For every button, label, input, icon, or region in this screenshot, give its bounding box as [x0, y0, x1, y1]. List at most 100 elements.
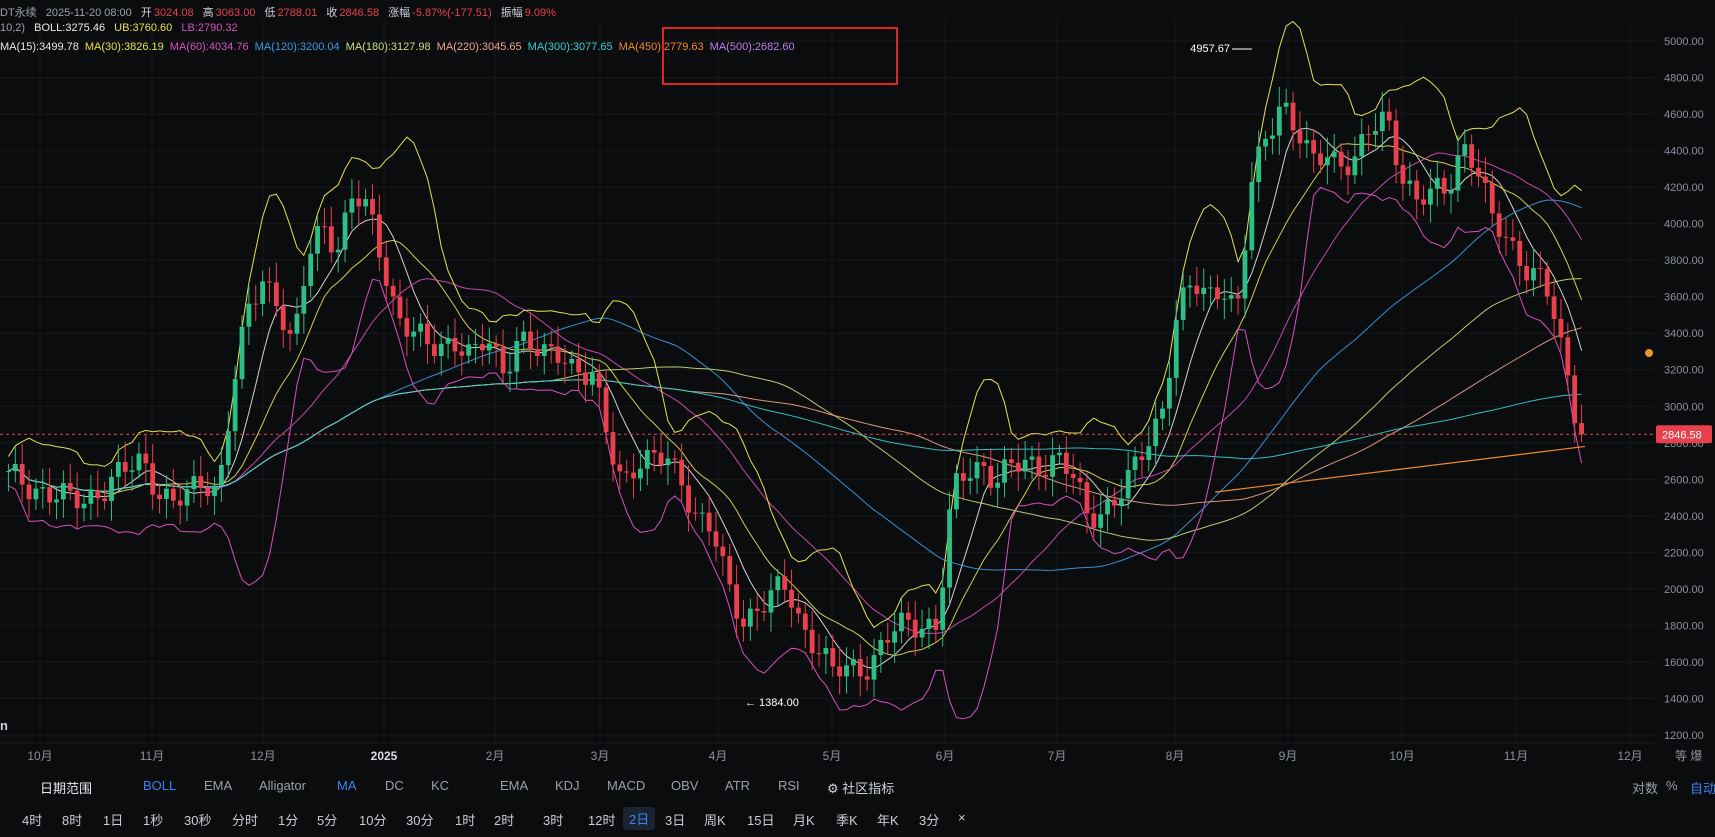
timeframe-13[interactable]: 12时 — [588, 813, 616, 828]
candle-body — [1146, 446, 1152, 461]
candle-body — [1379, 111, 1385, 132]
candle-body — [1057, 452, 1062, 456]
timeframe-14[interactable]: 2日 — [623, 807, 656, 830]
toolbar-item[interactable]: RSI — [778, 778, 800, 793]
toolbar-item[interactable]: EMA — [500, 778, 529, 793]
toolbar-item[interactable]: OBV — [671, 778, 699, 793]
candle-body — [658, 452, 664, 466]
timeframe-2[interactable]: 1日 — [103, 813, 124, 828]
timeframe-15[interactable]: 3日 — [665, 813, 686, 828]
timeframe-17[interactable]: 15日 — [747, 813, 775, 828]
timeframe-11[interactable]: 2时 — [494, 813, 515, 828]
y-tick-label: 2000.00 — [1664, 584, 1704, 596]
timeframe-close-icon[interactable]: × — [958, 810, 966, 825]
candle-body — [411, 331, 417, 337]
toolbar-item[interactable]: 日期范围 — [40, 781, 93, 796]
toolbar-item[interactable]: DC — [385, 778, 404, 793]
candle-body — [1407, 180, 1413, 184]
timeframe-10[interactable]: 1时 — [455, 813, 476, 828]
toolbar-item[interactable]: ATR — [725, 778, 751, 793]
close-label: 收 — [326, 7, 338, 19]
candle-body — [1022, 459, 1028, 472]
candle-body — [1166, 377, 1172, 409]
candle-body — [1249, 182, 1255, 251]
candle-body — [363, 199, 369, 207]
change-value: -5.87%(-177.51) — [412, 7, 492, 19]
price-chart[interactable]: 5000.00 4800.00 4600.00 4400.00 4200.00 4000.… — [0, 0, 1715, 770]
timeframe-8[interactable]: 10分 — [359, 813, 387, 828]
toolbar-item[interactable]: ⚙ 社区指标 — [827, 781, 895, 796]
watermark-text: n — [0, 718, 8, 733]
timeframe-6[interactable]: 1分 — [278, 813, 299, 828]
candle-body — [761, 610, 767, 613]
candle-body — [315, 226, 320, 254]
toolbar-right-item[interactable]: 自动 — [1690, 781, 1715, 796]
timeframe-0[interactable]: 4时 — [22, 813, 43, 828]
candle-body — [624, 471, 630, 473]
timeframe-16[interactable]: 周K — [704, 813, 726, 828]
candle-body — [754, 608, 760, 611]
timeframe-21[interactable]: 3分 — [919, 813, 940, 828]
y-tick-label: 3600.00 — [1664, 292, 1704, 304]
candle-body — [885, 639, 891, 643]
timeframe-3[interactable]: 1秒 — [143, 813, 164, 828]
timeframe-12[interactable]: 3时 — [543, 813, 564, 828]
toolbar-item[interactable]: EMA — [204, 778, 233, 793]
ma-line — [8, 127, 1583, 669]
candle-body — [1400, 165, 1406, 184]
candle-body — [260, 281, 266, 305]
candle-body — [686, 485, 691, 513]
candle-body — [356, 198, 362, 207]
toolbar-item[interactable]: BOLL — [143, 778, 177, 793]
toolbar-item[interactable]: Alligator — [259, 778, 306, 793]
ma-legend-item: MA(300):3077.65 — [527, 41, 613, 53]
candle-body — [88, 490, 94, 504]
candle-body — [802, 613, 808, 630]
y-tick-label: 4400.00 — [1664, 146, 1704, 158]
timeframe-9[interactable]: 30分 — [406, 813, 434, 828]
toolbar-item[interactable]: KC — [431, 778, 450, 793]
candle-body — [205, 487, 211, 497]
y-tick-label: 1400.00 — [1664, 693, 1704, 705]
candle-body — [1414, 180, 1420, 200]
candle-body — [383, 257, 389, 286]
ma-legend-item: MA(60):4034.76 — [169, 41, 249, 53]
y-tick-label: 1600.00 — [1664, 657, 1704, 669]
candle-body — [1469, 144, 1475, 168]
candle-body — [514, 340, 520, 372]
candle-body — [1098, 514, 1104, 528]
candle-body — [899, 612, 904, 632]
timeframe-20[interactable]: 年K — [877, 813, 899, 828]
timeframe-19[interactable]: 季K — [836, 813, 858, 828]
x-tick-label: 7月 — [1048, 749, 1067, 763]
candle-body — [150, 463, 156, 495]
candle-body — [775, 576, 781, 591]
candle-body — [706, 512, 712, 532]
candle-body — [1050, 455, 1056, 477]
low-label: 低 — [264, 7, 276, 19]
candle-body — [823, 648, 829, 655]
candle-body — [1290, 102, 1296, 131]
candle-body — [1537, 268, 1543, 270]
candle-body — [115, 462, 121, 477]
timeframe-7[interactable]: 5分 — [317, 813, 338, 828]
toolbar-right-item[interactable]: 对数 — [1632, 781, 1659, 796]
timeframe-4[interactable]: 30秒 — [184, 813, 212, 828]
timeframe-18[interactable]: 月K — [793, 813, 815, 828]
candle-body — [431, 344, 437, 357]
toolbar-item[interactable]: KDJ — [555, 778, 580, 793]
candle-body — [1338, 151, 1344, 167]
candle-body — [610, 432, 616, 465]
toolbar-right-item[interactable]: % — [1666, 778, 1678, 793]
candle-body — [232, 379, 238, 432]
toolbar-item[interactable]: MACD — [607, 778, 646, 793]
amp-label: 振幅 — [500, 7, 523, 19]
candle-body — [1324, 157, 1330, 166]
x-tick-label: 11月 — [140, 749, 164, 763]
candle-body — [1517, 240, 1523, 266]
candle-body — [844, 665, 849, 677]
timeframe-1[interactable]: 8时 — [62, 813, 83, 828]
timeframe-5[interactable]: 分时 — [232, 813, 259, 828]
candle-body — [1036, 456, 1042, 475]
toolbar-item[interactable]: MA — [337, 778, 357, 793]
